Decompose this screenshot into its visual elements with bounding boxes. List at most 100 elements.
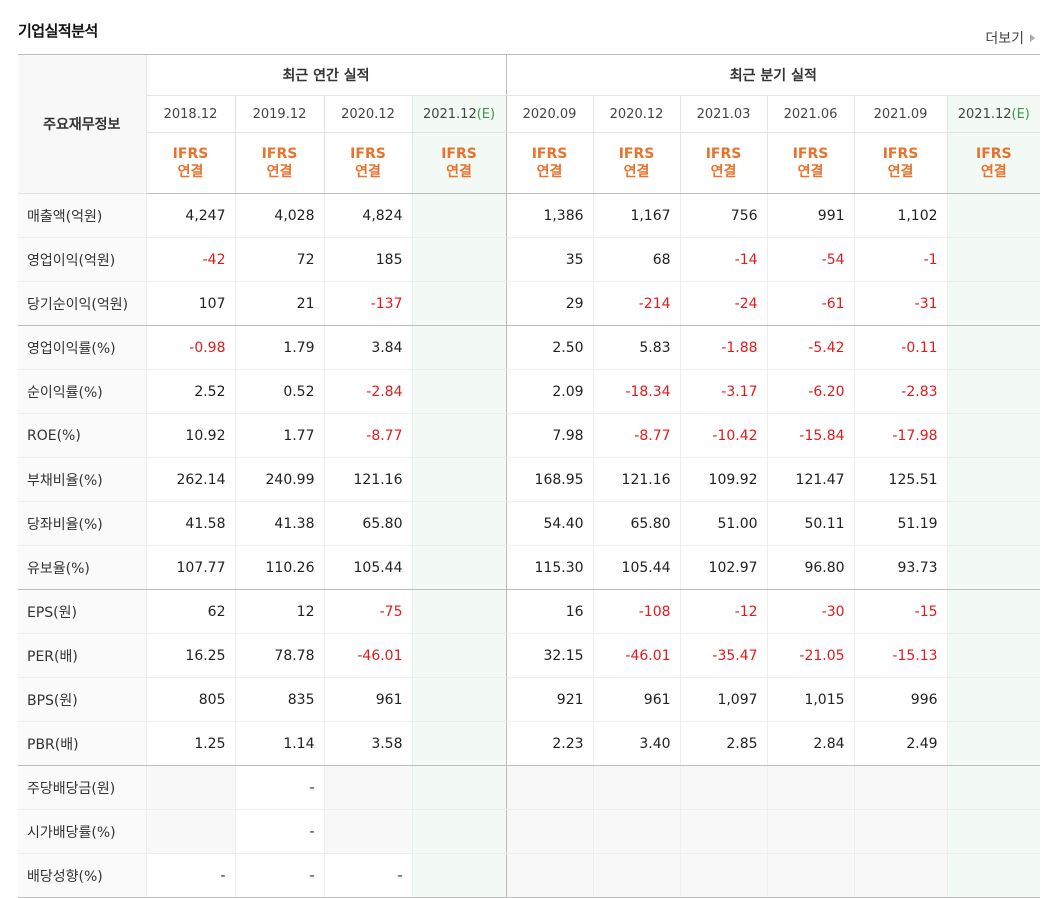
value-cell: 107 bbox=[145, 281, 235, 326]
value-cell: 168.95 bbox=[505, 457, 594, 502]
value-cell: - bbox=[234, 765, 324, 810]
period-label: 2021.09 bbox=[873, 106, 928, 122]
period-label: 2021.12 bbox=[422, 106, 477, 122]
value-cell: -5.42 bbox=[766, 325, 855, 370]
row-label: 부채비율(%) bbox=[18, 457, 146, 502]
value-cell: 4,824 bbox=[323, 193, 412, 238]
value-cell: -2.83 bbox=[853, 369, 948, 414]
more-label: 더보기 bbox=[985, 31, 1024, 47]
value-cell bbox=[946, 369, 1041, 414]
value-cell: 62 bbox=[145, 589, 235, 634]
period-label: 2020.09 bbox=[522, 106, 577, 122]
value-cell: 756 bbox=[679, 193, 768, 238]
value-cell: 109.92 bbox=[679, 457, 768, 502]
value-cell bbox=[946, 721, 1041, 766]
table-row: 영업이익률(%) -0.98 1.79 3.84 2.50 5.83 -1.88 -5.42-… bbox=[18, 325, 1041, 370]
value-cell bbox=[766, 853, 855, 898]
value-cell: 51.00 bbox=[679, 501, 768, 546]
value-cell: -6.20 bbox=[766, 369, 855, 414]
period-header: 2020.12 bbox=[592, 95, 681, 133]
value-cell bbox=[145, 765, 235, 810]
value-cell: 2.52 bbox=[145, 369, 235, 414]
value-cell: 2.84 bbox=[766, 721, 855, 766]
value-cell: 21 bbox=[234, 281, 324, 326]
standard-consolidated: 연결 bbox=[887, 164, 914, 180]
row-label: 유보율(%) bbox=[18, 545, 146, 590]
table-row: 시가배당률(%) - bbox=[18, 809, 1041, 854]
value-cell: 121.47 bbox=[766, 457, 855, 502]
value-cell: 50.11 bbox=[766, 501, 855, 546]
row-label: 영업이익(억원) bbox=[18, 237, 146, 282]
value-cell: -46.01 bbox=[592, 633, 681, 678]
value-cell bbox=[946, 237, 1041, 282]
value-cell: -75 bbox=[323, 589, 412, 634]
value-cell bbox=[766, 765, 855, 810]
value-cell: -17.98 bbox=[853, 413, 948, 458]
value-cell: 0.52 bbox=[234, 369, 324, 414]
value-cell: 4,247 bbox=[145, 193, 235, 238]
table-row: 당좌비율(%) 41.58 41.38 65.80 54.40 65.80 51.00 50.… bbox=[18, 501, 1041, 546]
value-cell bbox=[411, 413, 507, 458]
table-row: 배당성향(%) - - - bbox=[18, 853, 1041, 898]
period-header: 2019.12 bbox=[234, 95, 324, 133]
value-cell: 29 bbox=[505, 281, 594, 326]
value-cell: -0.11 bbox=[853, 325, 948, 370]
value-cell: 185 bbox=[323, 237, 412, 282]
period-header: 2020.09 bbox=[505, 95, 594, 133]
value-cell bbox=[411, 369, 507, 414]
accounting-standard: IFRS 연결 bbox=[766, 132, 855, 194]
value-cell bbox=[411, 457, 507, 502]
accounting-standard: IFRS 연결 bbox=[145, 132, 235, 194]
value-cell bbox=[946, 457, 1041, 502]
row-label: 영업이익률(%) bbox=[18, 325, 146, 370]
value-cell: 93.73 bbox=[853, 545, 948, 590]
value-cell: -214 bbox=[592, 281, 681, 326]
table-row: 매출액(억원) 4,247 4,028 4,824 1,386 1,167 756 991 1,… bbox=[18, 193, 1041, 238]
value-cell: 102.97 bbox=[679, 545, 768, 590]
value-cell: -30 bbox=[766, 589, 855, 634]
value-cell bbox=[946, 193, 1041, 238]
period-header: 2021.09 bbox=[853, 95, 948, 133]
header-standard-row: IFRS 연결 IFRS 연결 IFRS 연결 IFRS 연결 IFRS 연결 IFRS 연결 IFRS… bbox=[18, 132, 1041, 194]
standard-consolidated: 연결 bbox=[446, 164, 472, 180]
value-cell bbox=[592, 809, 681, 854]
header-period-row: 2018.12 2019.12 2020.12 2021.12(E) 2020.09 20… bbox=[18, 95, 1041, 133]
row-label: 배당성향(%) bbox=[18, 853, 146, 898]
standard-ifrs: IFRS bbox=[172, 146, 209, 162]
value-cell bbox=[946, 765, 1041, 810]
more-link[interactable]: 더보기 bbox=[985, 28, 1035, 48]
row-label: EPS(원) bbox=[18, 589, 146, 634]
value-cell: 16 bbox=[505, 589, 594, 634]
value-cell bbox=[411, 325, 507, 370]
accounting-standard: IFRS 연결 bbox=[505, 132, 594, 194]
row-label: 주당배당금(원) bbox=[18, 765, 146, 810]
table-row: 유보율(%) 107.77 110.26 105.44 115.30 105.44 102.… bbox=[18, 545, 1041, 590]
value-cell: 121.16 bbox=[592, 457, 681, 502]
period-header: 2021.12(E) bbox=[411, 95, 507, 133]
value-cell: -1.88 bbox=[679, 325, 768, 370]
period-header: 2021.03 bbox=[679, 95, 768, 133]
table-row: ROE(%) 10.92 1.77 -8.77 7.98 -8.77 -10.42 -15.8… bbox=[18, 413, 1041, 458]
value-cell: -1 bbox=[853, 237, 948, 282]
standard-consolidated: 연결 bbox=[355, 164, 381, 180]
value-cell: 65.80 bbox=[323, 501, 412, 546]
value-cell bbox=[679, 765, 768, 810]
value-cell: -14 bbox=[679, 237, 768, 282]
value-cell: -137 bbox=[323, 281, 412, 326]
standard-consolidated: 연결 bbox=[980, 164, 1007, 180]
value-cell: 2.85 bbox=[679, 721, 768, 766]
accounting-standard: IFRS 연결 bbox=[411, 132, 507, 194]
standard-consolidated: 연결 bbox=[536, 164, 563, 180]
financial-table: 주요재무정보 최근 연간 실적 최근 분기 실적 2018.12 2019.12 2020… bbox=[18, 54, 1041, 898]
value-cell bbox=[946, 853, 1041, 898]
row-label: 순이익률(%) bbox=[18, 369, 146, 414]
label-column-header: 주요재무정보 bbox=[18, 54, 146, 194]
value-cell: - bbox=[234, 853, 324, 898]
period-label: 2018.12 bbox=[163, 106, 218, 122]
value-cell: 51.19 bbox=[853, 501, 948, 546]
value-cell bbox=[679, 853, 768, 898]
value-cell: 3.40 bbox=[592, 721, 681, 766]
value-cell: 3.58 bbox=[323, 721, 412, 766]
value-cell: 3.84 bbox=[323, 325, 412, 370]
value-cell: 5.83 bbox=[592, 325, 681, 370]
